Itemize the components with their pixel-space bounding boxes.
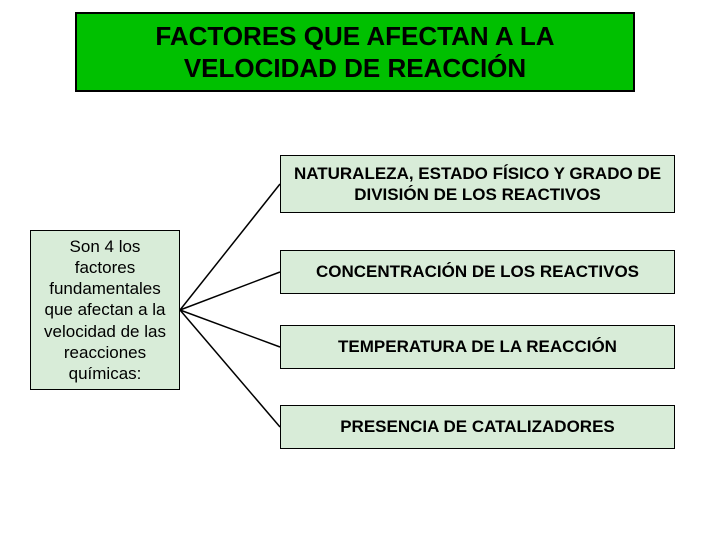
intro-box: Son 4 los factores fundamentales que afe… bbox=[30, 230, 180, 390]
intro-text: Son 4 los factores fundamentales que afe… bbox=[41, 236, 169, 385]
factor-text-0: NATURALEZA, ESTADO FÍSICO Y GRADO DE DIV… bbox=[291, 163, 664, 206]
factor-text-1: CONCENTRACIÓN DE LOS REACTIVOS bbox=[316, 261, 639, 282]
factor-text-3: PRESENCIA DE CATALIZADORES bbox=[340, 416, 615, 437]
title-box: FACTORES QUE AFECTAN A LA VELOCIDAD DE R… bbox=[75, 12, 635, 92]
factor-box-1: CONCENTRACIÓN DE LOS REACTIVOS bbox=[280, 250, 675, 294]
title-text: FACTORES QUE AFECTAN A LA VELOCIDAD DE R… bbox=[87, 20, 623, 85]
factor-box-2: TEMPERATURA DE LA REACCIÓN bbox=[280, 325, 675, 369]
factor-box-3: PRESENCIA DE CATALIZADORES bbox=[280, 405, 675, 449]
factor-box-0: NATURALEZA, ESTADO FÍSICO Y GRADO DE DIV… bbox=[280, 155, 675, 213]
factor-text-2: TEMPERATURA DE LA REACCIÓN bbox=[338, 336, 617, 357]
